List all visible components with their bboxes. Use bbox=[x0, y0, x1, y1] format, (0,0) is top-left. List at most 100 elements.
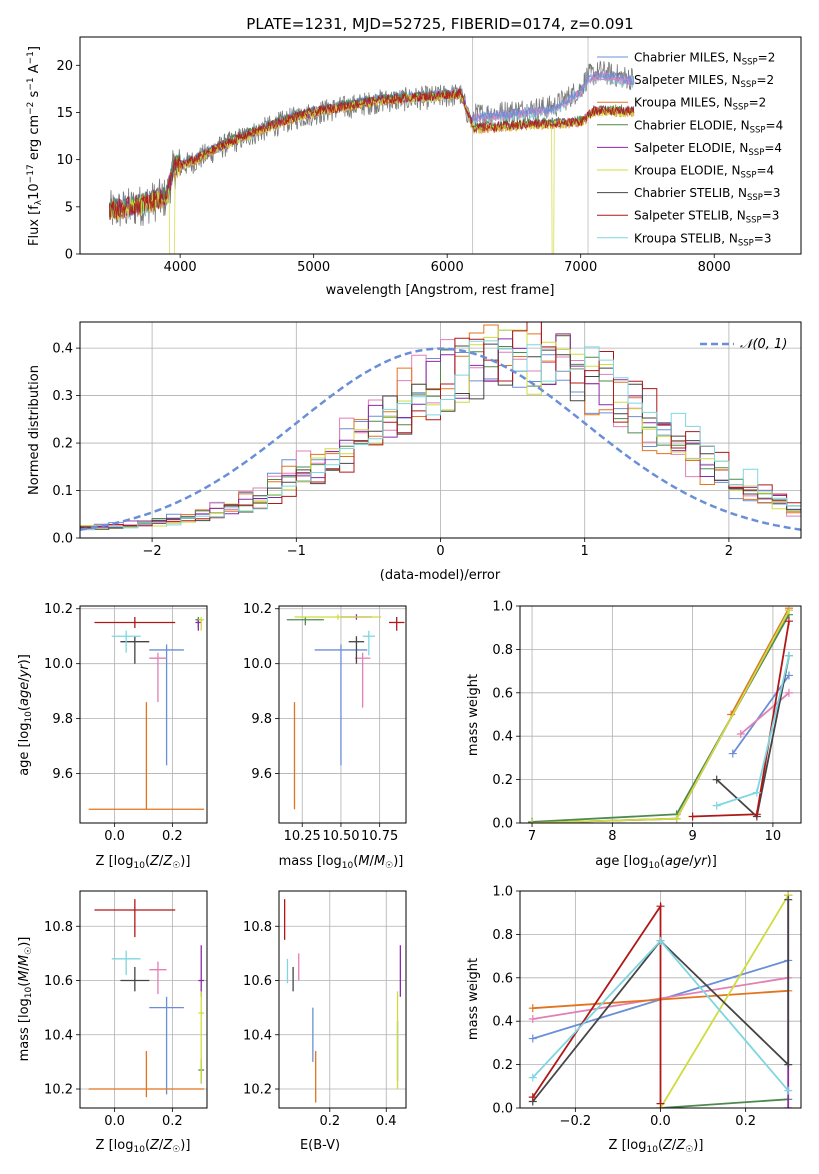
spectrum-legend-sub-0: SSP bbox=[742, 58, 758, 68]
age-vs-metallicity-ylabel: age [log10(age/yr)] bbox=[17, 654, 34, 776]
mass-vs-ebv-panel: 0.2 0.4 10.2 10.4 10.6 10.8 E(B-V) bbox=[243, 890, 407, 1153]
spectrum-xtick-label-4: 8000 bbox=[698, 260, 731, 275]
mass-vs-metallicity-grid bbox=[80, 891, 207, 1108]
mass-weight-vs-age-marker-chabrier_miles-0 bbox=[728, 749, 737, 758]
age-vs-mass-panel: 10.25 10.50 10.75 9.6 9.8 10.0 10.2 mass [log1… bbox=[243, 602, 407, 871]
spectrum-legend-sub-8: SSP bbox=[738, 238, 754, 248]
mass-vs-metallicity-ytick-label-1: 10.4 bbox=[44, 1028, 73, 1043]
age-vs-metallicity-ytick-label-0: 9.6 bbox=[52, 767, 73, 782]
spectrum-ytick-label-3: 15 bbox=[56, 106, 73, 121]
mass-weight-vs-age-marker-kroupa_stelib-0 bbox=[712, 801, 721, 810]
mass-weight-vs-metallicity-ytick-label-4: 0.8 bbox=[492, 928, 513, 943]
mass-weight-vs-age-line-kroupa_elodie bbox=[531, 609, 790, 823]
mass-weight-vs-metallicity-marker-chabrier_miles-0 bbox=[528, 1034, 537, 1043]
mass-weight-vs-age-ylabel: mass weight bbox=[466, 674, 481, 756]
age-vs-mass-xlabel: mass [log10(M/M☉)] bbox=[279, 854, 404, 871]
mass-vs-metallicity-panel: 0.0 0.2 10.2 10.4 10.6 10.8 Z [log10(Z/Z☉)] m… bbox=[17, 890, 208, 1155]
mass-weight-vs-metallicity-frame bbox=[519, 890, 802, 1109]
age-vs-mass-xtick-label-2: 10.75 bbox=[361, 829, 398, 844]
residual-hist-salpeter_elodie bbox=[80, 322, 801, 529]
mass-weight-vs-age-ytick-label-3: 0.6 bbox=[492, 686, 513, 701]
spectrum-legend-sub-1: SSP bbox=[741, 80, 757, 90]
spectrum-marks bbox=[109, 37, 635, 254]
age-vs-mass-grid bbox=[279, 606, 406, 823]
residual-gaussian-curve bbox=[80, 347, 801, 531]
mass-weight-vs-age-line-chabrier_miles bbox=[732, 674, 790, 755]
mass-vs-ebv-xtick-label-1: 0.4 bbox=[376, 1114, 397, 1129]
mass-weight-vs-age-marker-kroupa_elodie-0 bbox=[528, 819, 537, 823]
mass-vs-metallicity-xtick-label-0: 0.0 bbox=[104, 1114, 125, 1129]
mass-weight-vs-metallicity-ytick-label-2: 0.4 bbox=[492, 1015, 513, 1030]
mass-weight-vs-age-plot-area: 7 8 9 10 0.0 0.2 0.4 0.6 0.8 1.0 bbox=[492, 600, 802, 844]
mass-vs-metallicity-xlabel: Z [log10(Z/Z☉)] bbox=[96, 1138, 191, 1155]
age-vs-metallicity-marks bbox=[88, 616, 205, 810]
mass-weight-vs-metallicity-marker-kroupa_stelib-1 bbox=[656, 936, 665, 945]
mass-weight-vs-age-ytick-label-0: 0.0 bbox=[492, 817, 513, 832]
mass-weight-vs-age-grid bbox=[520, 605, 801, 824]
mass-weight-vs-metallicity-xtick-label-2: 0.2 bbox=[735, 1114, 756, 1129]
spectrum-model-kroupa_elodie bbox=[109, 90, 635, 254]
mass-weight-vs-age-xtick-label-0: 7 bbox=[528, 829, 536, 844]
spectrum-model-chabrier_miles bbox=[109, 70, 635, 219]
mass-weight-vs-age-marker-salpeter_stelib-1 bbox=[752, 810, 761, 819]
age-vs-metallicity-xtick-label-0: 0.0 bbox=[104, 829, 125, 844]
spectrum-legend-sub-5: SSP bbox=[741, 171, 757, 181]
spectrum-ytick-label-1: 5 bbox=[65, 200, 73, 215]
mass-weight-vs-age-ytick-label-4: 0.8 bbox=[492, 643, 513, 658]
spectrum-legend-suffix-6: =3 bbox=[763, 186, 781, 200]
residuals-ytick-label-0: 0.0 bbox=[52, 532, 73, 547]
mass-weight-vs-metallicity-ytick-label-1: 0.2 bbox=[492, 1058, 513, 1073]
age-vs-metallicity-frame bbox=[79, 605, 208, 824]
mass-vs-metallicity-plot-area: 0.0 0.2 10.2 10.4 10.6 10.8 bbox=[44, 890, 208, 1129]
mass-weight-vs-age-ytick-label-1: 0.2 bbox=[492, 773, 513, 788]
mass-weight-vs-metallicity-ytick-label-0: 0.0 bbox=[492, 1102, 513, 1117]
gaussian-legend-label: 𝒩(0, 1) bbox=[740, 337, 787, 352]
spectrum-legend-suffix-3: =4 bbox=[766, 118, 784, 132]
mass-weight-vs-age-frame bbox=[519, 605, 802, 824]
mass-weight-vs-age-marker-kroupa_elodie-1 bbox=[672, 814, 681, 823]
spectrum-plot-area: 4000 5000 6000 7000 8000 0 5 10 15 20 bbox=[56, 36, 802, 275]
mass-weight-vs-metallicity-marker-salpeter_stelib-1 bbox=[656, 902, 665, 911]
mass-vs-ebv-ytick-label-2: 10.6 bbox=[243, 974, 272, 989]
mass-vs-metallicity-frame bbox=[79, 890, 208, 1109]
mass-weight-vs-metallicity-xtick-label-0: −0.2 bbox=[560, 1114, 592, 1129]
mass-vs-ebv-frame bbox=[278, 890, 407, 1109]
mass-weight-vs-age-marker-salpeter_miles-1 bbox=[784, 688, 793, 697]
mass-weight-vs-age-marker-kroupa_stelib-2 bbox=[784, 651, 793, 660]
spectrum-legend-label-7: Salpeter STELIB, NSSP=3 bbox=[634, 209, 779, 226]
spectrum-legend-suffix-7: =3 bbox=[762, 209, 780, 223]
residuals-ytick-label-3: 0.3 bbox=[52, 389, 73, 404]
mass-vs-metallicity-xtick-label-1: 0.2 bbox=[162, 1114, 183, 1129]
spectrum-xtick-label-2: 6000 bbox=[431, 260, 464, 275]
spectrum-data-line bbox=[109, 60, 635, 227]
spectrum-legend-label-0: Chabrier MILES, NSSP=2 bbox=[634, 51, 775, 68]
figure-title: PLATE=1231, MJD=52725, FIBERID=0174, z=0… bbox=[246, 15, 633, 33]
age-vs-metallicity-xlabel: Z [log10(Z/Z☉)] bbox=[96, 854, 191, 871]
mass-weight-vs-age-marker-kroupa_elodie-2 bbox=[784, 606, 793, 615]
mass-weight-vs-metallicity-xtick-label-1: 0.0 bbox=[650, 1114, 671, 1129]
mass-weight-vs-metallicity-panel: −0.2 0.0 0.2 0.0 0.2 0.4 0.6 0.8 1.0 Z [log10(Z/… bbox=[466, 885, 802, 1155]
spectrum-model-salpeter_stelib bbox=[109, 88, 635, 220]
mass-vs-ebv-plot-area: 0.2 0.4 10.2 10.4 10.6 10.8 bbox=[243, 890, 407, 1129]
mass-weight-vs-age-line-salpeter_miles bbox=[740, 692, 790, 735]
mass-weight-vs-metallicity-plot-area: −0.2 0.0 0.2 0.0 0.2 0.4 0.6 0.8 1.0 bbox=[492, 885, 802, 1129]
residual-legend: 𝒩(0, 1) bbox=[700, 337, 787, 352]
residual-xlabel: (data-model)/error bbox=[380, 568, 501, 583]
mass-weight-vs-age-ytick-label-5: 1.0 bbox=[492, 600, 513, 615]
mass-weight-vs-metallicity-marker-salpeter_stelib-2 bbox=[656, 1099, 665, 1108]
mass-weight-vs-metallicity-marks bbox=[528, 891, 793, 1108]
spectrum-legend-label-8: Kroupa STELIB, NSSP=3 bbox=[634, 231, 772, 248]
mass-vs-metallicity-ytick-label-2: 10.6 bbox=[44, 974, 73, 989]
spectrum-ytick-label-0: 0 bbox=[65, 248, 73, 263]
mass-weight-vs-age-marker-salpeter_stelib-2 bbox=[784, 617, 793, 626]
spectrum-ytick-label-4: 20 bbox=[56, 59, 73, 74]
spectrum-ytick-label-2: 10 bbox=[56, 153, 73, 168]
spectrum-legend-suffix-8: =3 bbox=[754, 231, 772, 245]
mass-vs-ebv-ytick-label-3: 10.8 bbox=[243, 920, 272, 935]
age-vs-mass-xtick-label-0: 10.25 bbox=[284, 829, 321, 844]
spectrum-legend-sub-4: SSP bbox=[748, 148, 764, 158]
residual-hist-chabrier_elodie bbox=[80, 335, 801, 529]
mass-weight-vs-metallicity-line-chabrier_elodie bbox=[660, 1098, 789, 1108]
age-vs-mass-ytick-label-3: 10.2 bbox=[243, 602, 272, 617]
